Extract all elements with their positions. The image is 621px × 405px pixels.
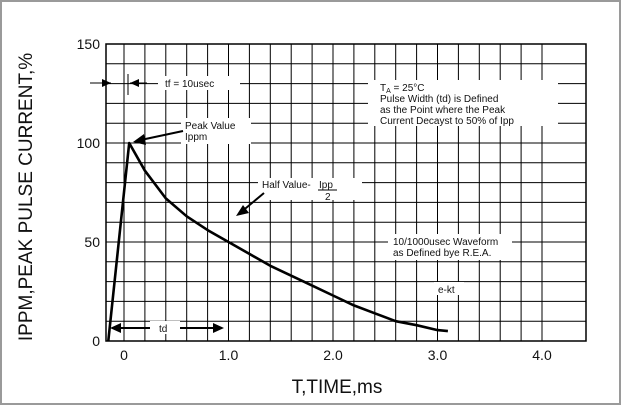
conditions-line-1: TA = 25°C [380, 83, 425, 95]
series-layer [107, 141, 449, 342]
x-tick-label: 0 [120, 347, 128, 363]
conditions-annotation: TA = 25°C Pulse Width (td) is Defined as… [368, 80, 558, 127]
peak-value-annotation: Peak Value Ippm [133, 118, 251, 145]
half-value-annotation: Half Value- Ipp 2 [236, 178, 362, 216]
conditions-line-4: Current Decayst to 50% of Ipp [380, 116, 514, 127]
x-tick-label: 4.0 [532, 347, 552, 363]
tf-label: tf = 10usec [165, 79, 214, 90]
x-tick-label: 1.0 [219, 347, 239, 363]
waveform-line-1: 10/1000usec Waveform [393, 237, 498, 248]
y-tick-label: 100 [77, 135, 101, 151]
half-value-denominator: 2 [325, 192, 331, 203]
waveform-annotation: 10/1000usec Waveform as Defined bye R.E.… [388, 234, 512, 260]
tick-labels: 0 1.0 2.0 3.0 4.0 0 50 100 150 [77, 36, 552, 363]
waveform-curve [107, 141, 449, 342]
x-axis-title: T,TIME,ms [292, 377, 383, 398]
waveform-line-2: as Defined bye R.E.A. [393, 248, 491, 259]
ekt-annotation: e-kt [434, 282, 464, 296]
conditions-line-2: Pulse Width (td) is Defined [380, 94, 498, 105]
y-tick-label: 150 [77, 36, 101, 52]
half-value-label: Half Value- [262, 180, 311, 191]
conditions-line-3: as the Point where the Peak [380, 105, 506, 116]
ekt-label: e-kt [438, 285, 455, 296]
plot-border [105, 43, 587, 342]
half-value-numerator: Ipp [319, 180, 333, 191]
peak-label-line-2: Ippm [185, 132, 207, 143]
td-label: td [159, 324, 167, 335]
tf-annotation: tf = 10usec [90, 74, 240, 95]
peak-label-line-1: Peak Value [185, 121, 236, 132]
y-tick-label: 0 [92, 333, 100, 349]
x-tick-label: 2.0 [323, 347, 343, 363]
y-tick-label: 50 [84, 234, 100, 250]
td-annotation: td [110, 321, 224, 335]
x-tick-label: 3.0 [428, 347, 448, 363]
y-axis-title: IPPM,PEAK PULSE CURRENT,% [16, 53, 37, 341]
